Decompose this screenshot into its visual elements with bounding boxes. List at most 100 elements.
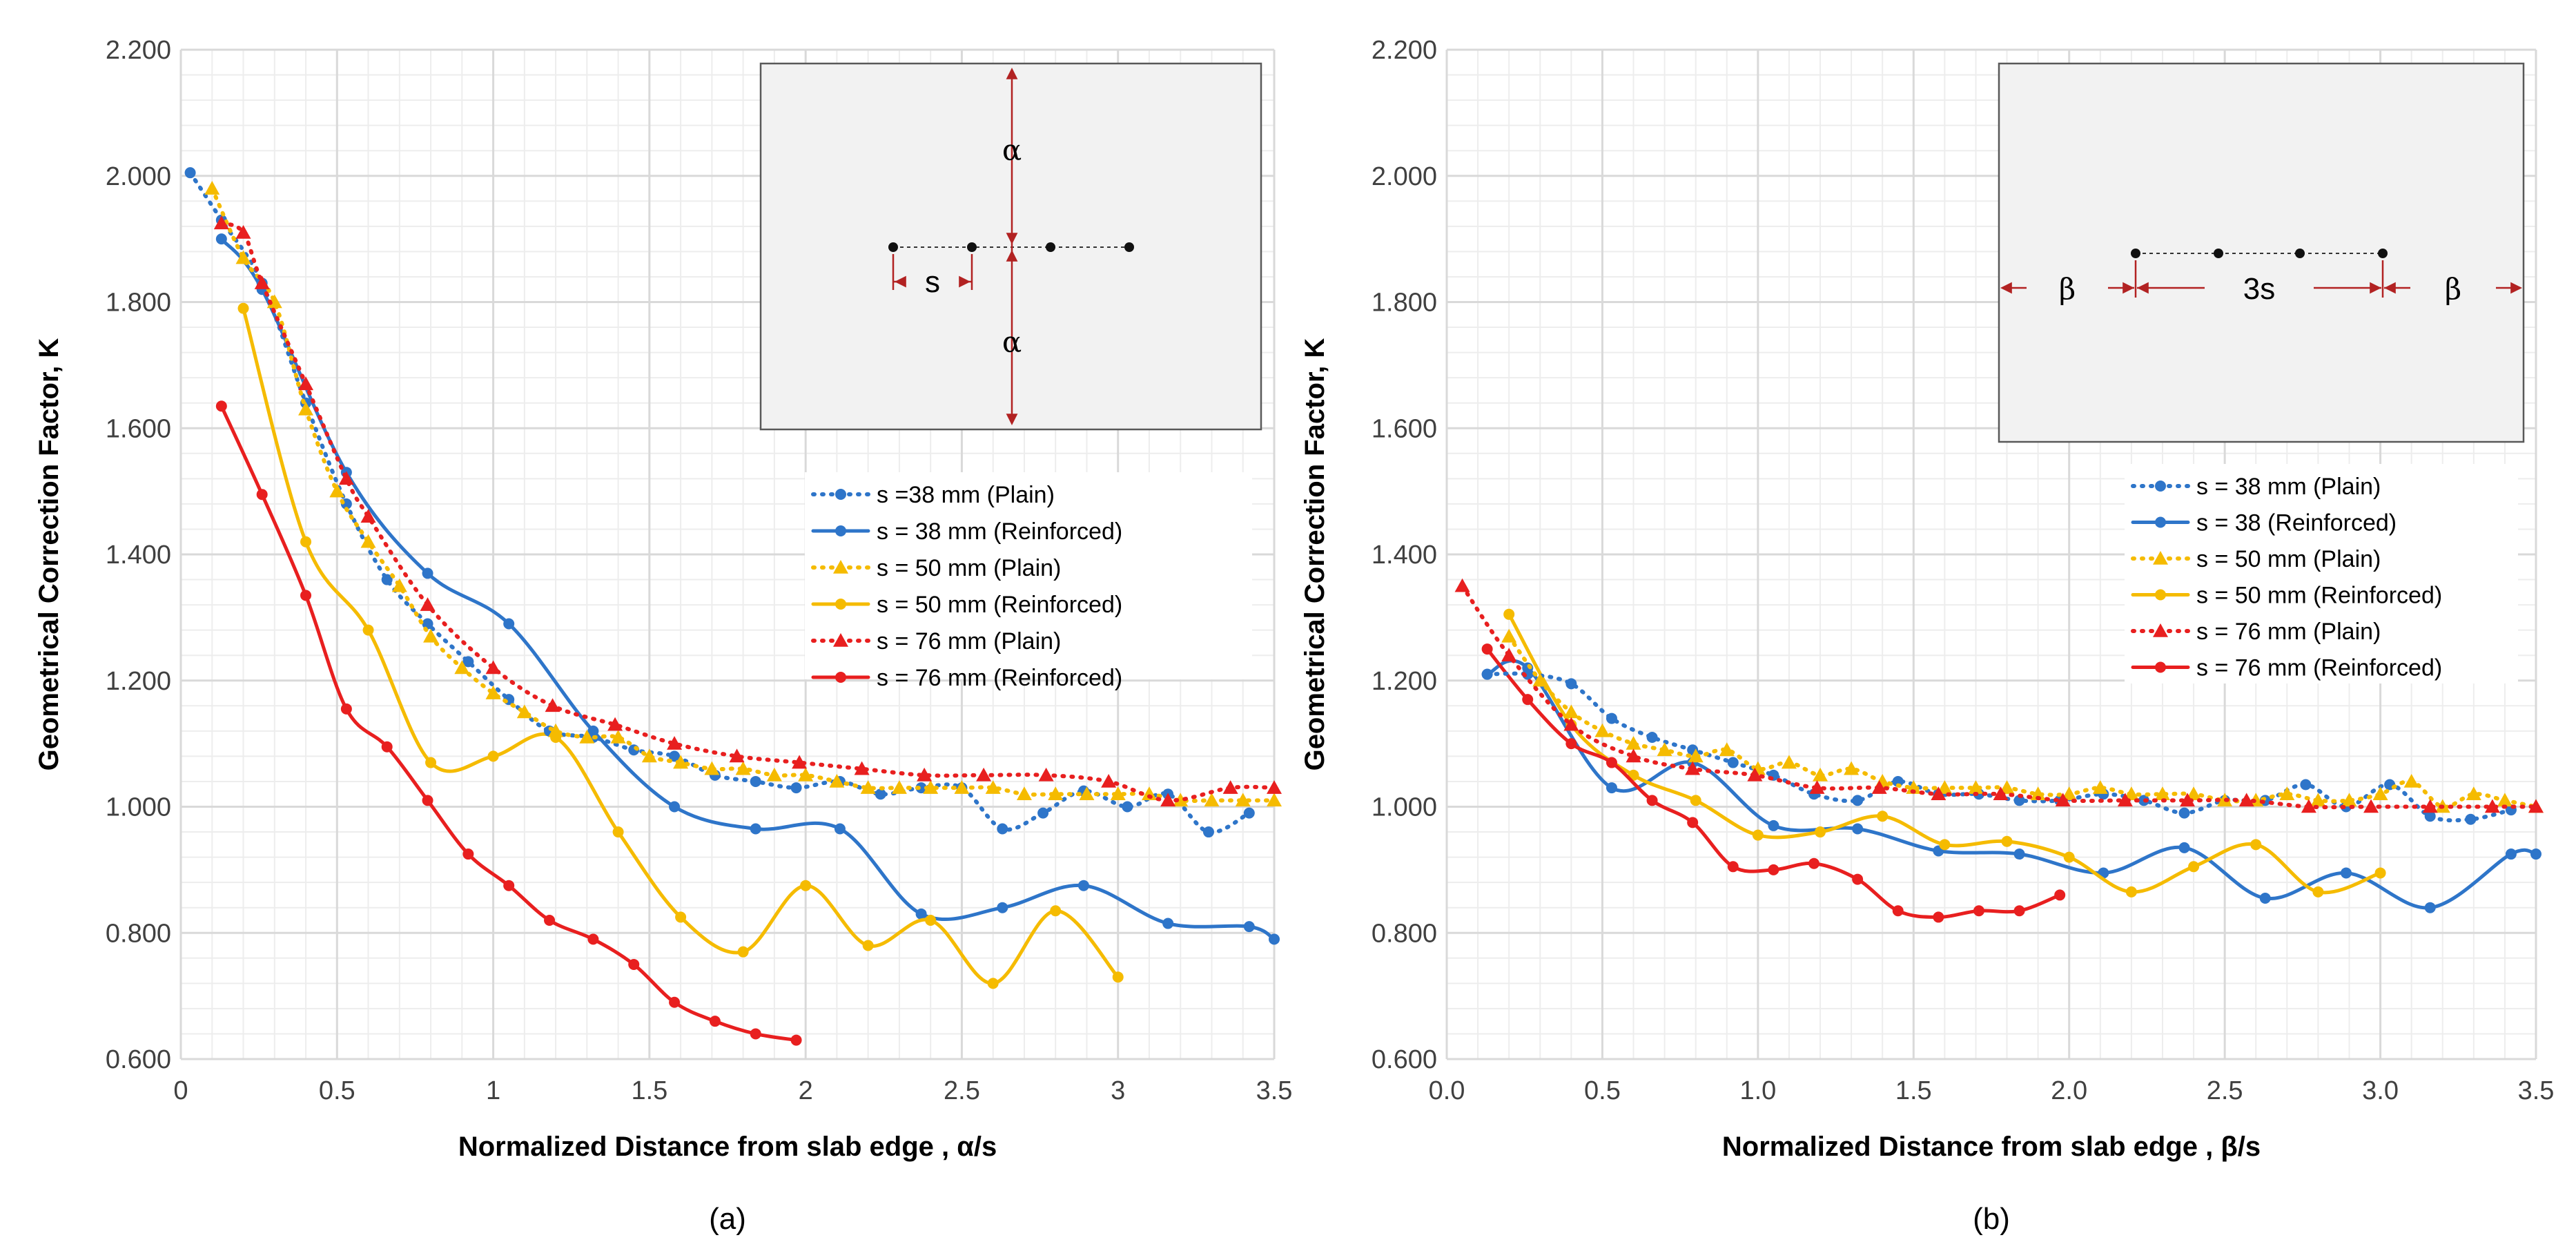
data-point-marker xyxy=(1481,643,1493,655)
data-point-marker xyxy=(1606,757,1617,768)
data-point-marker xyxy=(2403,773,2419,788)
data-point-marker xyxy=(381,574,393,585)
data-point-marker xyxy=(2340,867,2352,879)
data-point-marker xyxy=(835,599,846,610)
inset-label-s: s xyxy=(925,265,940,299)
data-point-marker xyxy=(2061,786,2077,801)
probe-point xyxy=(2131,249,2140,258)
y-axis-title: Geometrical Correction Factor, K xyxy=(1300,338,1330,770)
data-point-marker xyxy=(1939,839,1951,851)
data-point-marker xyxy=(1844,761,1860,775)
data-series xyxy=(213,215,1282,807)
data-point-marker xyxy=(1690,795,1701,806)
data-point-marker xyxy=(675,911,687,923)
chart-panel-b: 0.0 0.5 1.0 1.5 2.0 2.5 3.0 3.5 0.600 0.800 1.000 1… xyxy=(1300,36,2554,1236)
data-point-marker xyxy=(669,801,681,813)
arrow-head xyxy=(2510,282,2522,294)
data-point-marker xyxy=(790,1034,802,1046)
data-point-marker xyxy=(360,509,376,523)
data-point-marker xyxy=(729,748,745,763)
data-point-marker xyxy=(1532,672,1548,687)
data-point-marker xyxy=(1048,786,1064,801)
data-point-marker xyxy=(607,717,623,731)
probe-point xyxy=(967,242,977,252)
data-point-marker xyxy=(1204,793,1220,807)
data-point-marker xyxy=(1768,864,1779,875)
data-point-marker xyxy=(1037,807,1049,819)
legend-entry: s = 76 mm (Plain) xyxy=(811,628,1061,654)
data-point-marker xyxy=(2013,905,2025,917)
arrow-head xyxy=(2370,282,2381,294)
x-tick-label: 2.0 xyxy=(2051,1076,2087,1105)
data-point-marker xyxy=(1503,608,1515,620)
data-point-marker xyxy=(669,996,681,1008)
arrow-head xyxy=(1006,414,1018,425)
chart-panel-a: 0 0.5 1 1.5 2 2.5 3 3.5 0.600 0.800 1.000 1.200 1.40… xyxy=(34,36,1292,1236)
data-point-marker xyxy=(1626,736,1641,750)
data-point-marker xyxy=(833,633,848,647)
data-series xyxy=(215,400,802,1046)
x-tick-label: 0.5 xyxy=(1584,1076,1621,1105)
data-point-marker xyxy=(2422,799,2438,813)
data-point-marker xyxy=(1808,857,1820,869)
x-tick-label: 0 xyxy=(173,1076,188,1105)
y-tick-label: 2.200 xyxy=(106,36,171,65)
x-tick-label: 2 xyxy=(799,1076,813,1105)
data-point-marker xyxy=(1222,780,1238,794)
inset-label-beta-left: β xyxy=(2059,272,2076,306)
inset-label-alpha-bottom: α xyxy=(1002,325,1022,359)
data-series xyxy=(204,181,1282,807)
legend-label: s = 76 mm (Reinforced) xyxy=(2196,655,2442,681)
data-point-marker xyxy=(1937,780,1953,794)
data-point-marker xyxy=(2063,851,2075,863)
x-axis-title: Normalized Distance from slab edge , β/s xyxy=(1722,1132,2261,1162)
data-point-marker xyxy=(1160,793,1176,807)
data-point-marker xyxy=(860,780,876,794)
data-point-marker xyxy=(2154,786,2170,801)
data-point-marker xyxy=(2186,786,2202,801)
y-tick-label: 1.600 xyxy=(106,414,171,443)
data-point-marker xyxy=(2312,886,2324,898)
data-point-marker xyxy=(1657,742,1672,757)
data-point-marker xyxy=(1933,911,1944,923)
data-point-marker xyxy=(1565,738,1577,750)
data-point-marker xyxy=(1999,780,2015,794)
inset-label-3s: 3s xyxy=(2243,272,2275,306)
x-tick-label: 3.0 xyxy=(2362,1076,2399,1105)
data-point-marker xyxy=(2301,799,2316,813)
arrow-head xyxy=(2123,282,2134,294)
legend-label: s =38 mm (Plain) xyxy=(877,482,1055,508)
y-tick-label: 1.000 xyxy=(106,793,171,822)
data-point-marker xyxy=(925,914,937,926)
data-series xyxy=(1454,578,2544,813)
data-point-marker xyxy=(667,736,683,750)
series-line xyxy=(219,404,799,1042)
data-point-marker xyxy=(1522,694,1534,706)
data-point-marker xyxy=(750,775,761,787)
legend: s = 38 mm (Plain) s = 38 (Reinforced) s = … xyxy=(2125,464,2518,683)
data-point-marker xyxy=(2055,793,2071,807)
data-point-marker xyxy=(2341,793,2357,807)
data-point-marker xyxy=(1079,786,1095,801)
data-point-marker xyxy=(923,780,939,794)
data-point-marker xyxy=(1809,780,1825,794)
data-point-marker xyxy=(423,628,439,643)
y-tick-label: 1.600 xyxy=(1372,414,1437,443)
data-point-marker xyxy=(1877,811,1889,822)
data-point-marker xyxy=(833,560,848,574)
data-point-marker xyxy=(1727,757,1739,768)
probe-point xyxy=(888,242,898,252)
data-point-marker xyxy=(503,618,515,630)
data-point-marker xyxy=(1871,780,1887,794)
data-point-marker xyxy=(1852,823,1864,835)
data-point-marker xyxy=(1038,767,1054,782)
data-point-marker xyxy=(1565,678,1577,690)
data-point-marker xyxy=(462,656,474,668)
data-point-marker xyxy=(2178,842,2190,853)
data-point-marker xyxy=(503,880,515,891)
data-point-marker xyxy=(1646,731,1658,743)
panel-label: (a) xyxy=(709,1202,746,1236)
data-point-marker xyxy=(2484,799,2500,813)
data-point-marker xyxy=(915,908,927,920)
legend-label: s = 50 mm (Reinforced) xyxy=(877,592,1122,618)
